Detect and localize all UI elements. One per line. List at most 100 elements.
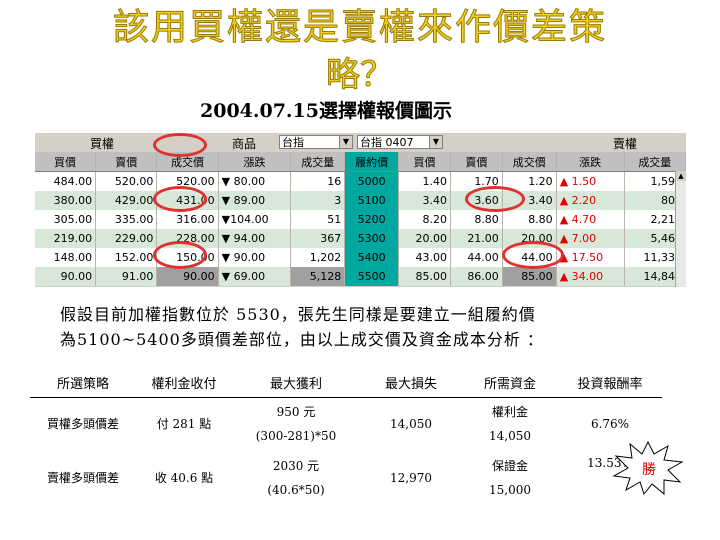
call-bid-highlight-circle [153, 133, 207, 157]
strike-cell: 5200 [344, 210, 400, 229]
put-last-5400-circle [502, 241, 564, 269]
capital-type: 保證金 [491, 458, 528, 473]
quote-row[interactable]: 90.00 91.00 90.00 ▼ 69.00 5,128 5500 85.00 86.0… [35, 267, 687, 286]
product-select[interactable]: 台指 ▼ [279, 135, 353, 149]
quote-row[interactable]: 305.00 335.00 316.00 ▼104.00 51 5200 8.20 8.80 8… [35, 210, 687, 229]
col-put-ask[interactable]: 賣價 [450, 152, 503, 172]
col-put-bid[interactable]: 買價 [398, 152, 451, 172]
option-quote-panel: 買權 商品 台指 ▼ 台指 0407 ▼ 賣權 買價 賣價 成交價 漲跌 成交量… [35, 133, 687, 287]
col-call-change[interactable]: 漲跌 [218, 152, 292, 172]
call-bid-cell: 90.00 [35, 267, 97, 286]
put-change-cell: ▲ 2.20 [556, 191, 625, 210]
put-volume-cell: 5,465 [624, 229, 687, 248]
contract-select-value: 台指 0407 [360, 136, 414, 149]
scenario-line-1: 假設目前加權指數位於 5530，張先生同樣是要建立一組履約價 [60, 305, 536, 324]
loss-cell: 14,050 [390, 416, 432, 431]
call-volume-cell: 1,202 [290, 248, 346, 267]
put-volume-cell: 11,332 [624, 248, 687, 267]
put-ask-cell: 44.00 [450, 248, 503, 267]
call-ask-cell: 91.00 [95, 267, 158, 286]
call-ask-cell: 335.00 [95, 210, 158, 229]
call-volume-cell: 16 [290, 171, 346, 191]
put-change-cell: ▲ 17.50 [556, 248, 625, 267]
return-cell: 6.76% [590, 416, 630, 431]
product-select-value: 台指 [282, 136, 304, 149]
premium-cell: 付 281 點 [156, 417, 212, 432]
put-volume-cell: 2,214 [624, 210, 687, 229]
winner-badge: 勝 [612, 440, 684, 500]
put-change-cell: ▲ 7.00 [556, 229, 625, 248]
col-strategy: 所選策略 [30, 367, 136, 398]
strategy-comparison-table: 所選策略 權利金收付 最大獲利 最大損失 所需資金 投資報酬率 買權多頭價差 付… [30, 367, 662, 506]
capital-type: 權利金 [491, 404, 528, 419]
call-volume-cell: 367 [290, 229, 346, 248]
call-change-cell: ▼ 89.00 [218, 191, 292, 210]
call-volume-cell: 3 [290, 191, 346, 210]
quote-scrollbar[interactable]: ▲ [675, 171, 686, 287]
chevron-down-icon: ▼ [429, 136, 442, 148]
profit-formula: (40.6*50) [267, 482, 325, 497]
quote-toolbar: 買權 商品 台指 ▼ 台指 0407 ▼ 賣權 [35, 133, 686, 151]
quote-header-row: 買價 賣價 成交價 漲跌 成交量 履約價 買價 賣價 成交價 漲跌 成交量 [35, 152, 687, 172]
loss-cell: 12,970 [390, 470, 432, 485]
comparison-header-row: 所選策略 權利金收付 最大獲利 最大損失 所需資金 投資報酬率 [30, 367, 662, 398]
col-call-last[interactable]: 成交價 [156, 152, 219, 172]
col-call-ask[interactable]: 賣價 [95, 152, 158, 172]
put-ask-cell: 21.00 [450, 229, 503, 248]
strike-cell: 5300 [344, 229, 400, 248]
col-max-profit: 最大獲利 [232, 367, 360, 398]
scenario-paragraph: 假設目前加權指數位於 5530，張先生同樣是要建立一組履約價 為5100~540… [60, 302, 544, 352]
strike-cell: 5000 [344, 171, 400, 191]
col-strike[interactable]: 履約價 [344, 152, 400, 172]
product-label: 商品 [232, 137, 257, 151]
comparison-row-call-spread: 買權多頭價差 付 281 點 950 元 (300-281)*50 14,050… [30, 398, 662, 450]
slide-title-line2: 略？ [326, 55, 395, 95]
call-change-cell: ▼ 80.00 [218, 171, 292, 191]
call-change-cell: ▼ 90.00 [218, 248, 292, 267]
call-ask-cell: 429.00 [95, 191, 158, 210]
call-ask-5400-circle [153, 241, 207, 269]
col-put-change[interactable]: 漲跌 [556, 152, 625, 172]
starburst-icon: 勝 [612, 440, 684, 496]
quote-row[interactable]: 219.00 229.00 228.00 ▼ 94.00 367 5300 20.00 21.… [35, 229, 687, 248]
slide-title-line1: 該用買權還是賣權來作價差策 [112, 7, 607, 48]
profit-cell: 950 元 (300-281)*50 [232, 398, 360, 450]
contract-select[interactable]: 台指 0407 ▼ [357, 135, 443, 149]
call-change-cell: ▼ 69.00 [218, 267, 292, 286]
put-bid-cell: 1.40 [398, 171, 451, 191]
capital-amount: 15,000 [489, 482, 531, 497]
call-volume-cell: 51 [290, 210, 346, 229]
quote-row[interactable]: 148.00 152.00 150.00 ▼ 90.00 1,202 5400 43.00 4… [35, 248, 687, 267]
quote-row[interactable]: 380.00 429.00 431.00 ▼ 89.00 3 5100 3.40 3.60 3.… [35, 191, 687, 210]
put-ask-cell: 8.80 [450, 210, 503, 229]
col-put-volume[interactable]: 成交量 [624, 152, 687, 172]
premium-cell: 收 40.6 點 [154, 471, 214, 485]
col-call-bid[interactable]: 買價 [35, 152, 97, 172]
put-section-label: 賣權 [613, 137, 638, 151]
chevron-down-icon: ▼ [339, 136, 352, 148]
col-return: 投資報酬率 [558, 367, 662, 398]
profit-amount: 950 元 [276, 404, 316, 419]
strike-cell: 5400 [344, 248, 400, 267]
quote-caption: 2004.07.15選擇權報價圖示 [200, 100, 452, 122]
put-bid-cell: 8.20 [398, 210, 451, 229]
col-premium: 權利金收付 [136, 367, 232, 398]
put-ask-5100-circle [465, 186, 525, 212]
winner-label: 勝 [642, 462, 656, 478]
scroll-up-arrow-icon[interactable]: ▲ [676, 171, 686, 181]
col-put-last[interactable]: 成交價 [502, 152, 557, 172]
strategy-cell: 買權多頭價差 [46, 417, 119, 432]
put-bid-cell: 85.00 [398, 267, 451, 286]
strategy-cell: 賣權多頭價差 [46, 471, 119, 485]
profit-formula: (300-281)*50 [255, 428, 337, 443]
call-ask-cell: 520.00 [95, 171, 158, 191]
call-last-cell: 316.00 [156, 210, 219, 229]
put-ask-cell: 86.00 [450, 267, 503, 286]
comparison-row-put-spread: 賣權多頭價差 收 40.6 點 2030 元 (40.6*50) 12,970 … [30, 450, 662, 506]
col-call-volume[interactable]: 成交量 [290, 152, 346, 172]
col-max-loss: 最大損失 [360, 367, 462, 398]
quote-row[interactable]: 484.00 520.00 520.00 ▼ 80.00 16 5000 1.40 1.70 1… [35, 171, 687, 191]
put-bid-cell: 43.00 [398, 248, 451, 267]
put-last-cell: 85.00 [502, 267, 557, 286]
put-change-cell: ▲ 4.70 [556, 210, 625, 229]
